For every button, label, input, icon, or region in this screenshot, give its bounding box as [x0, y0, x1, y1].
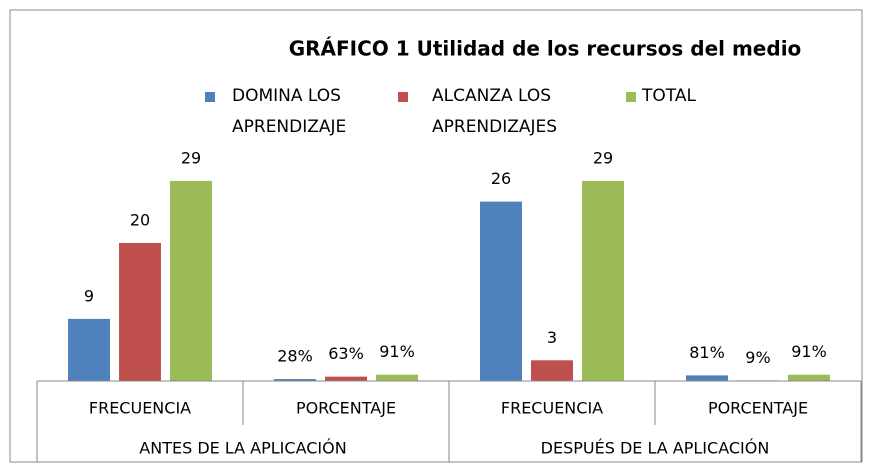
data-label: 29 — [593, 148, 613, 167]
data-label: 26 — [491, 169, 511, 188]
legend-label: TOTAL — [642, 86, 696, 106]
data-label: 91% — [791, 342, 827, 361]
x-tick-label: FRECUENCIA — [501, 399, 603, 418]
bar — [686, 375, 728, 381]
group-label: DESPUÉS DE LA APLICACIÓN — [541, 439, 770, 458]
bar — [274, 379, 316, 381]
legend-swatch — [205, 92, 215, 102]
bar — [170, 180, 212, 381]
data-label: 63% — [328, 344, 364, 363]
bar — [325, 376, 367, 381]
data-label: 81% — [689, 343, 725, 362]
data-label: 91% — [379, 342, 415, 361]
data-label: 9% — [745, 348, 770, 367]
bar — [376, 374, 418, 381]
bar — [68, 318, 110, 381]
bar — [531, 360, 573, 381]
x-tick-label: PORCENTAJE — [708, 399, 808, 418]
bar — [480, 201, 522, 381]
chart-border — [9, 9, 863, 463]
group-label: ANTES DE LA APLICACIÓN — [139, 439, 346, 458]
bar — [788, 374, 830, 381]
data-label: 20 — [130, 211, 150, 230]
data-label: 28% — [277, 347, 313, 366]
data-label: 3 — [547, 328, 557, 347]
legend-swatch — [398, 92, 408, 102]
legend-label: DOMINA LOS APRENDIZAJE — [232, 86, 347, 137]
legend-swatch — [626, 92, 636, 102]
bar — [582, 180, 624, 381]
data-label: 29 — [181, 148, 201, 167]
bar — [119, 243, 161, 381]
data-label: 9 — [84, 286, 94, 305]
legend-label: ALCANZA LOS APRENDIZAJES — [432, 86, 558, 137]
chart-title: GRÁFICO 1 Utilidad de los recursos del m… — [289, 37, 802, 61]
x-tick-label: PORCENTAJE — [296, 399, 396, 418]
x-tick-label: FRECUENCIA — [89, 399, 191, 418]
